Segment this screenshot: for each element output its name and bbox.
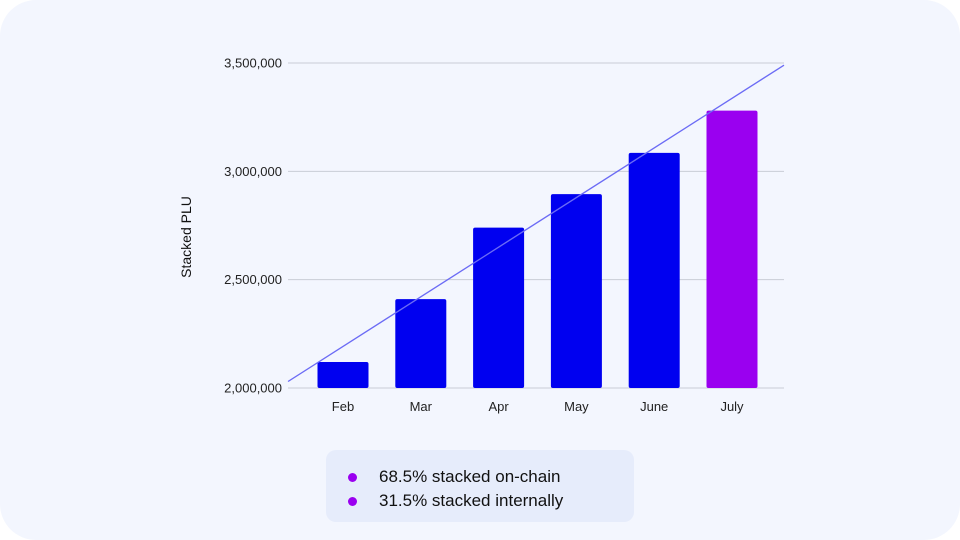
y-tick-label: 3,000,000 — [224, 164, 282, 179]
bar-apr — [473, 227, 525, 388]
legend-dot-icon — [348, 472, 357, 482]
trendline-layer — [287, 64, 785, 383]
bar-feb — [317, 362, 369, 388]
bar-may — [550, 194, 602, 388]
bar-july — [706, 110, 758, 389]
legend-item-internal: 31.5% stacked internally — [348, 491, 563, 511]
x-tick-label: July — [720, 399, 744, 414]
x-axis-ticks: Feb Mar Apr May June July — [332, 399, 744, 414]
legend-label: 68.5% stacked on-chain — [379, 467, 561, 486]
x-tick-label: Apr — [488, 399, 509, 414]
bar-mar — [395, 299, 447, 388]
bars — [317, 110, 758, 389]
x-tick-label: Feb — [332, 399, 354, 414]
y-axis-label: Stacked PLU — [178, 196, 194, 278]
legend-label: 31.5% stacked internally — [379, 491, 564, 510]
x-tick-label: May — [564, 399, 589, 414]
grid-lines — [288, 62, 784, 389]
legend: 68.5% stacked on-chain 31.5% stacked int… — [326, 450, 634, 522]
legend-item-on-chain: 68.5% stacked on-chain — [348, 467, 560, 487]
x-tick-label: Mar — [410, 399, 433, 414]
y-tick-label: 2,500,000 — [224, 272, 282, 287]
y-axis-ticks: 2,000,000 2,500,000 3,000,000 3,500,000 — [224, 56, 282, 396]
trendline — [287, 64, 785, 383]
y-tick-label: 2,000,000 — [224, 381, 282, 396]
legend-dot-icon — [348, 496, 357, 506]
bar-june — [628, 152, 680, 388]
x-tick-label: June — [640, 399, 668, 414]
y-tick-label: 3,500,000 — [224, 56, 282, 71]
